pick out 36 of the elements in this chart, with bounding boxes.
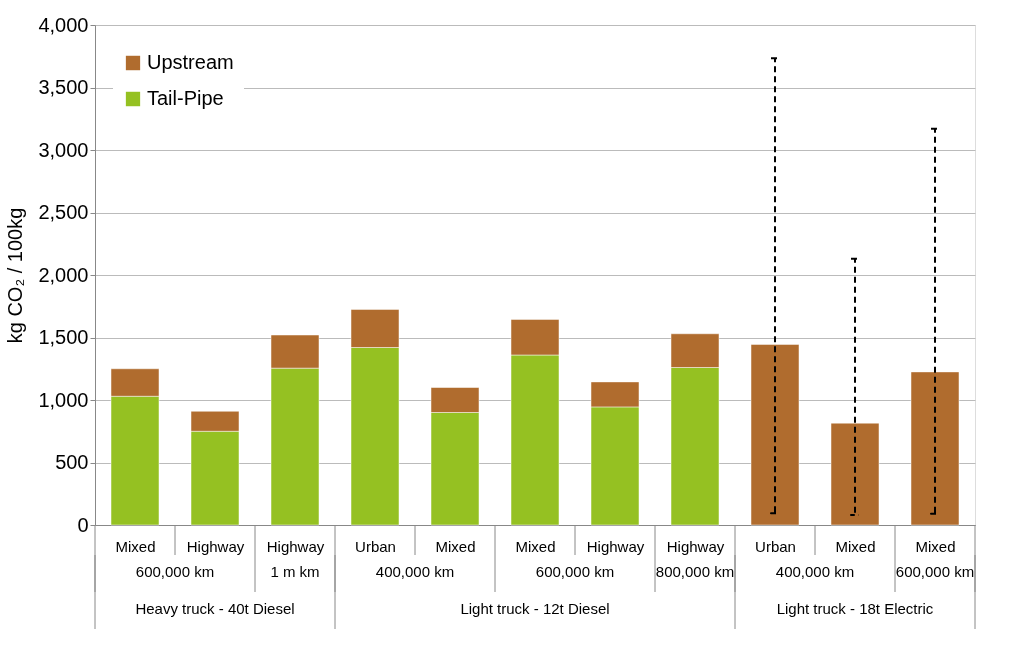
x-tick-label: Urban xyxy=(755,537,796,555)
x-tick-label: Mixed xyxy=(115,537,156,555)
y-axis-title: kg CO₂ / 100kg xyxy=(4,207,27,344)
text: Heavy truck - 40t Diesel xyxy=(135,600,295,617)
text: 400,000 km xyxy=(375,563,455,580)
bar xyxy=(750,344,800,526)
x-tick-label: Highway xyxy=(266,537,325,555)
y-tick-label: 3,000 xyxy=(38,138,89,161)
x-tick-label: Highway xyxy=(666,537,725,555)
y-tick-label: 0 xyxy=(77,513,89,536)
text: 600,000 km xyxy=(535,563,615,580)
text: 1 m km xyxy=(270,563,320,580)
x-tick-label: Urban xyxy=(355,537,396,555)
x-tick-label: Mixed xyxy=(835,537,876,555)
text: 600,000 km xyxy=(135,563,215,580)
legend-label: Upstream xyxy=(147,51,234,73)
y-tick-label: 500 xyxy=(55,451,89,473)
text: Light truck - 18t Electric xyxy=(776,600,934,617)
text: 600,000 km xyxy=(895,563,975,580)
text: 800,000 km xyxy=(655,563,735,580)
y-tick-label: 2,500 xyxy=(38,201,89,223)
x-tick-label: Highway xyxy=(186,537,245,555)
bar xyxy=(910,371,960,526)
y-tick-label: 1,000 xyxy=(38,388,89,411)
text: 400,000 km xyxy=(775,563,855,580)
legend-label: Tail-Pipe xyxy=(147,87,224,109)
y-tick-label: 2,000 xyxy=(38,263,89,286)
x-tick-label: Highway xyxy=(586,537,645,555)
x-tick-label: Mixed xyxy=(435,537,476,555)
y-tick-label: 1,500 xyxy=(38,326,89,348)
text: Light truck - 12t Diesel xyxy=(460,600,610,617)
y-tick-label: 3,500 xyxy=(38,76,89,98)
y-tick-label: 4,000 xyxy=(38,13,89,36)
bar xyxy=(830,422,880,526)
x-tick-label: Mixed xyxy=(915,537,956,555)
x-tick-label: Mixed xyxy=(515,537,556,555)
